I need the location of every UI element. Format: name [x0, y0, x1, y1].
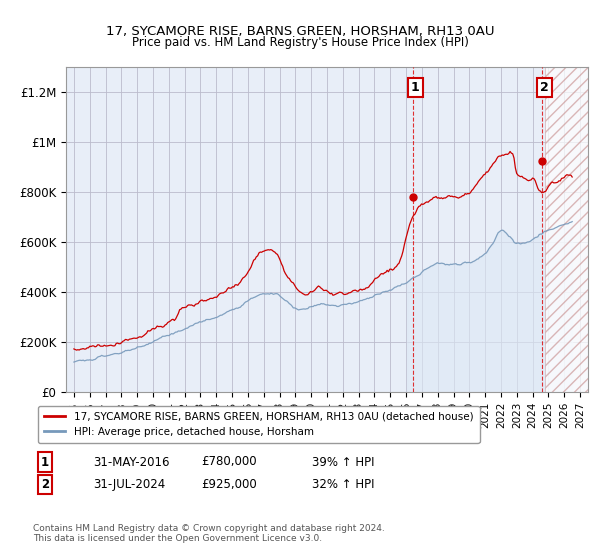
Legend: 17, SYCAMORE RISE, BARNS GREEN, HORSHAM, RH13 0AU (detached house), HPI: Average: 17, SYCAMORE RISE, BARNS GREEN, HORSHAM,… [38, 405, 479, 444]
Text: 31-JUL-2024: 31-JUL-2024 [93, 478, 165, 491]
Text: £925,000: £925,000 [201, 478, 257, 491]
Text: Contains HM Land Registry data © Crown copyright and database right 2024.
This d: Contains HM Land Registry data © Crown c… [33, 524, 385, 543]
Text: 17, SYCAMORE RISE, BARNS GREEN, HORSHAM, RH13 0AU: 17, SYCAMORE RISE, BARNS GREEN, HORSHAM,… [106, 25, 494, 38]
Text: 1: 1 [41, 455, 49, 469]
Text: Price paid vs. HM Land Registry's House Price Index (HPI): Price paid vs. HM Land Registry's House … [131, 36, 469, 49]
Text: £780,000: £780,000 [201, 455, 257, 469]
Text: 2: 2 [540, 81, 548, 94]
Text: 39% ↑ HPI: 39% ↑ HPI [312, 455, 374, 469]
Text: 31-MAY-2016: 31-MAY-2016 [93, 455, 170, 469]
Text: 32% ↑ HPI: 32% ↑ HPI [312, 478, 374, 491]
Text: 1: 1 [411, 81, 419, 94]
Text: 2: 2 [41, 478, 49, 491]
